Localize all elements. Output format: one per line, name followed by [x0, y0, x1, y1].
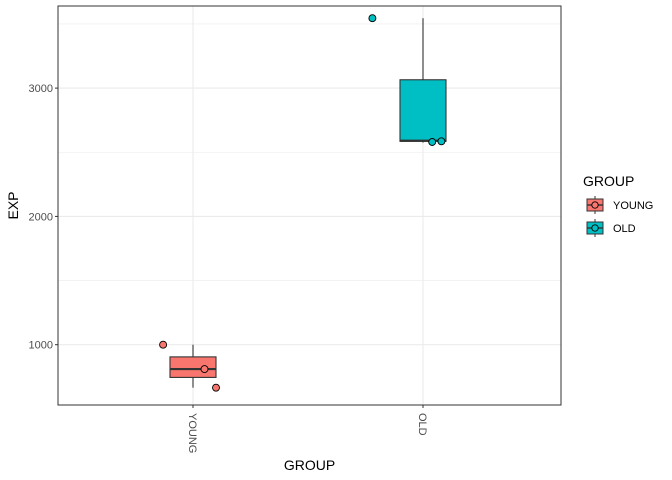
y-axis-title: EXP: [5, 191, 21, 219]
boxplot-young: [169, 344, 217, 388]
data-point: [428, 138, 437, 146]
x-tick-label: OLD: [416, 413, 428, 436]
box: [399, 79, 447, 142]
legend: GROUP YOUNG OLD: [583, 173, 653, 237]
data-point: [212, 383, 220, 392]
data-point: [159, 340, 168, 349]
boxplots: [169, 18, 447, 388]
legend-key-young: [586, 196, 604, 214]
legend-key-point: [591, 201, 599, 209]
box: [169, 356, 217, 378]
x-tick-label: YOUNG: [186, 413, 198, 453]
legend-key-old: [586, 219, 604, 237]
x-axis: YOUNG OLD: [186, 405, 428, 453]
boxplot-old: [399, 18, 447, 143]
legend-label: OLD: [613, 223, 636, 235]
y-axis: 1000 2000 3000: [29, 83, 58, 352]
data-point: [368, 14, 377, 23]
x-axis-title: GROUP: [284, 457, 335, 473]
y-tick-label: 1000: [29, 340, 53, 352]
y-tick-label: 2000: [29, 211, 53, 223]
plot-panel-border: [57, 5, 562, 406]
legend-title: GROUP: [583, 173, 634, 189]
legend-key-point: [591, 224, 599, 232]
gridlines: [58, 6, 561, 405]
data-point: [200, 365, 209, 374]
y-tick-label: 3000: [29, 83, 53, 95]
legend-label: YOUNG: [613, 200, 653, 212]
data-points: [159, 14, 446, 392]
data-point: [437, 137, 446, 146]
